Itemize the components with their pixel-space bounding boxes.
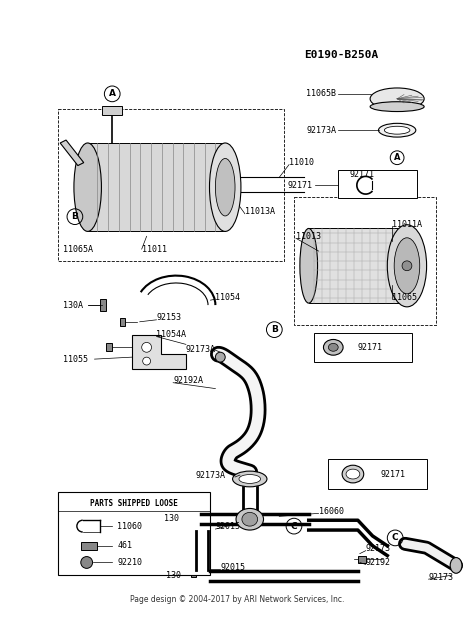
Circle shape [143, 357, 151, 365]
Bar [100, 299, 106, 311]
Bar [58, 108, 284, 261]
Text: 11065: 11065 [392, 293, 417, 301]
Circle shape [142, 342, 152, 352]
Text: 130: 130 [164, 514, 179, 523]
Text: 92171: 92171 [358, 343, 383, 352]
Ellipse shape [378, 123, 416, 137]
Bar [191, 568, 196, 577]
Ellipse shape [74, 143, 101, 232]
Ellipse shape [215, 158, 235, 216]
Polygon shape [132, 334, 186, 369]
Ellipse shape [384, 126, 410, 134]
Circle shape [81, 556, 92, 568]
Text: 92173A: 92173A [306, 126, 336, 135]
Text: 11010: 11010 [289, 158, 314, 167]
Ellipse shape [370, 88, 424, 110]
Ellipse shape [236, 508, 264, 530]
Text: A: A [109, 89, 116, 98]
Text: Page design © 2004-2017 by ARI Network Services, Inc.: Page design © 2004-2017 by ARI Network S… [130, 595, 344, 604]
Ellipse shape [210, 143, 241, 232]
Ellipse shape [346, 469, 360, 479]
Text: 92173A: 92173A [196, 470, 226, 480]
Text: 11065B: 11065B [306, 89, 336, 98]
Text: 92171: 92171 [381, 470, 405, 478]
Text: 92192: 92192 [366, 558, 391, 567]
Bar [328, 459, 427, 489]
Bar [294, 197, 437, 325]
Bar [358, 556, 366, 563]
Bar [102, 106, 122, 116]
Ellipse shape [394, 238, 420, 294]
Text: 11055: 11055 [63, 355, 88, 363]
Polygon shape [60, 140, 84, 165]
Text: 11054A: 11054A [156, 330, 186, 339]
Text: 92015: 92015 [215, 522, 240, 530]
Text: 92171: 92171 [350, 170, 375, 180]
Text: 92192A: 92192A [173, 376, 203, 385]
Ellipse shape [233, 471, 267, 487]
Bar [191, 516, 196, 526]
Text: 11013: 11013 [296, 232, 321, 241]
Text: 11013A: 11013A [245, 207, 275, 216]
Text: 92171: 92171 [288, 181, 313, 190]
Text: 11065A: 11065A [63, 245, 93, 254]
Text: B: B [72, 212, 78, 221]
Text: 130A: 130A [63, 301, 83, 310]
Text: A: A [394, 154, 401, 162]
Text: B: B [271, 325, 278, 334]
Text: E0190-B250A: E0190-B250A [304, 50, 378, 59]
Ellipse shape [342, 465, 364, 483]
Text: 92173: 92173 [428, 573, 454, 582]
Text: 92210: 92210 [117, 558, 142, 567]
Ellipse shape [242, 513, 258, 526]
Bar [314, 332, 412, 362]
Text: 11054: 11054 [215, 293, 240, 301]
Text: 461: 461 [117, 541, 132, 550]
Bar [81, 542, 97, 550]
Ellipse shape [370, 102, 424, 111]
Text: 11011: 11011 [142, 245, 167, 254]
Bar [106, 344, 112, 351]
Text: C: C [392, 534, 399, 542]
Text: PARTS SHIPPED LOOSE: PARTS SHIPPED LOOSE [91, 499, 178, 508]
Ellipse shape [402, 261, 412, 271]
Text: 92173A: 92173A [186, 345, 216, 354]
Text: 16060: 16060 [319, 507, 344, 516]
Bar [309, 228, 407, 303]
Ellipse shape [323, 339, 343, 355]
Bar [338, 170, 417, 198]
Ellipse shape [387, 225, 427, 307]
Text: 11011A: 11011A [392, 220, 422, 229]
Bar [58, 491, 210, 575]
Text: C: C [291, 522, 297, 530]
Text: 11060: 11060 [117, 522, 142, 530]
Ellipse shape [328, 344, 338, 351]
Ellipse shape [300, 228, 318, 303]
Text: 92015: 92015 [220, 563, 246, 572]
Bar [120, 318, 125, 326]
Text: 92173: 92173 [366, 544, 391, 553]
Ellipse shape [450, 558, 462, 573]
Bar [88, 143, 225, 232]
Ellipse shape [239, 475, 261, 483]
Text: 130: 130 [166, 571, 181, 580]
Circle shape [215, 352, 225, 362]
Text: 92153: 92153 [156, 313, 182, 322]
